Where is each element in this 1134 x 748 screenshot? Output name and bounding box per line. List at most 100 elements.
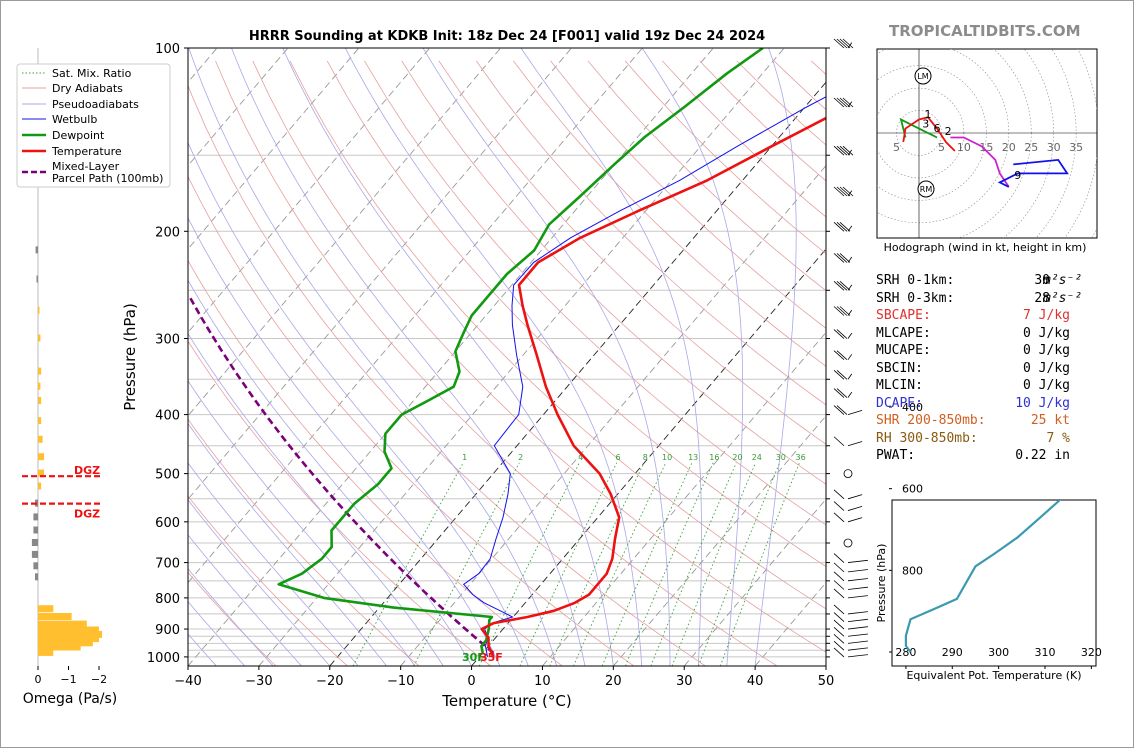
barb-flag: [833, 489, 845, 500]
barb-flag: [833, 647, 845, 658]
barb-flag: [839, 222, 851, 232]
rm-marker-label: RM: [920, 185, 933, 194]
dgz-label: DGZ: [74, 508, 100, 521]
theta-e-x-tick-label: 320: [1081, 646, 1102, 659]
stat-label: MLCIN:: [876, 378, 923, 393]
wind-barb: [833, 306, 853, 316]
omega-bar: [38, 648, 54, 656]
barb-flag: [833, 38, 845, 49]
isotherm-line: [329, 81, 826, 666]
omega-bar: [31, 539, 38, 546]
moist-adiabat: [188, 422, 387, 666]
legend-label: Wetbulb: [52, 113, 97, 126]
wind-barb: [833, 369, 853, 380]
wind-barb: [833, 38, 854, 49]
moist-adiabat: [754, 48, 797, 666]
hodograph-ring-label: 30: [1047, 141, 1061, 154]
dry-adiabat: [188, 259, 563, 666]
stat-value: 25 kt: [1030, 413, 1070, 428]
barb-staff: [847, 441, 863, 447]
mixing-ratio-label: 20: [732, 453, 742, 462]
barb-flag: [833, 97, 845, 108]
wind-barb: [833, 501, 863, 511]
barb-flag: [839, 306, 851, 316]
stat-row: MLCIN: 0 J/kg: [876, 377, 1106, 395]
mixing-ratio-label: 36: [796, 453, 806, 462]
barb-flag: [833, 222, 845, 232]
barb-staff: [847, 586, 868, 590]
y-tick-label: 300: [155, 333, 180, 348]
barb-flag: [833, 580, 845, 590]
stats-table: m²s⁻² SRH 0-1km: 30 m²s⁻² SRH 0-3km: 28 SBCAPE…: [876, 272, 1106, 465]
omega-bar: [38, 643, 81, 651]
dgz-label: DGZ: [74, 464, 100, 477]
barb-staff: [847, 506, 863, 511]
hodograph-caption: Hodograph (wind in kt, height in km): [884, 241, 1087, 254]
theta-e-plot: [904, 500, 1062, 653]
isotherm-line: [188, 48, 643, 584]
dry-adiabat: [513, 60, 826, 367]
barb-flag: [836, 350, 848, 360]
barb-flag: [839, 38, 851, 49]
x-tick-label: 20: [605, 674, 622, 689]
barb-staff: [847, 494, 863, 500]
hodograph-height-label: 1: [924, 108, 931, 121]
barb-flag: [833, 388, 845, 398]
y-tick-label: 900: [155, 623, 180, 638]
stat-value: 0 J/kg: [1023, 360, 1070, 376]
barb-flag: [833, 145, 845, 156]
moist-adiabat: [641, 48, 744, 666]
barb-flag: [839, 281, 851, 291]
isotherm-line: [400, 164, 826, 666]
stat-row: RH 300-850mb: 7 %: [876, 430, 1106, 448]
wind-barb: [833, 388, 853, 398]
stat-label: SHR 200-850mb:: [876, 413, 986, 428]
barb-staff: [847, 373, 853, 380]
omega-bar: [31, 550, 38, 558]
omega-bar: [38, 620, 87, 628]
wind-barb: [833, 571, 868, 582]
legend-label: Parcel Path (100mb): [52, 172, 163, 185]
moist-adiabat: [188, 279, 472, 666]
x-tick-label: 10: [534, 674, 551, 689]
hodograph-trace-mid: [950, 136, 1010, 188]
hodograph-trace-low: [899, 117, 938, 139]
y-tick-label: 800: [155, 592, 180, 607]
barb-staff: [847, 391, 853, 398]
dry-adiabat: [215, 60, 778, 666]
barb-flag: [833, 512, 845, 523]
dry-adiabat: [364, 60, 826, 526]
mixing-ratio-label: 10: [662, 453, 672, 462]
stat-value: 0.22 in: [1015, 448, 1070, 463]
omega-bar: [38, 469, 45, 477]
isotherm-line: [188, 48, 501, 417]
theta-e-y-tick-label: 800: [902, 564, 923, 577]
omega-tick-label: 0: [35, 673, 42, 686]
barb-flag: [833, 562, 845, 573]
stat-value: 28: [1034, 290, 1050, 306]
omega-tick-label: −2: [91, 673, 107, 686]
dry-adiabat: [475, 60, 826, 406]
stat-row: PWAT: 0.22 in: [876, 447, 1106, 465]
dewpoint-line: [277, 48, 764, 654]
x-axis-label: Temperature (°C): [441, 692, 571, 710]
dry-adiabat: [188, 495, 348, 666]
hodograph-ring-label: 15: [979, 141, 993, 154]
barb-flag: [833, 626, 845, 637]
wind-barb: [833, 626, 868, 637]
stat-unit: m²s⁻²: [1043, 273, 1083, 288]
mixing-ratio-label: 24: [752, 453, 762, 462]
omega-bar: [38, 613, 72, 620]
barb-flag: [833, 604, 845, 615]
omega-bar: [38, 417, 42, 425]
barb-flag: [842, 38, 854, 49]
legend-label: Temperature: [51, 145, 122, 158]
wind-barb: [833, 604, 868, 615]
stat-label: DCAPE:: [876, 395, 923, 411]
barb-flag: [833, 253, 845, 263]
legend-label: Dewpoint: [52, 129, 105, 142]
site-brand: TROPICALTIDBITS.COM: [889, 22, 1081, 40]
lm-marker-label: LM: [917, 72, 928, 81]
dry-adiabat: [188, 340, 491, 666]
barb-flag: [839, 253, 851, 263]
